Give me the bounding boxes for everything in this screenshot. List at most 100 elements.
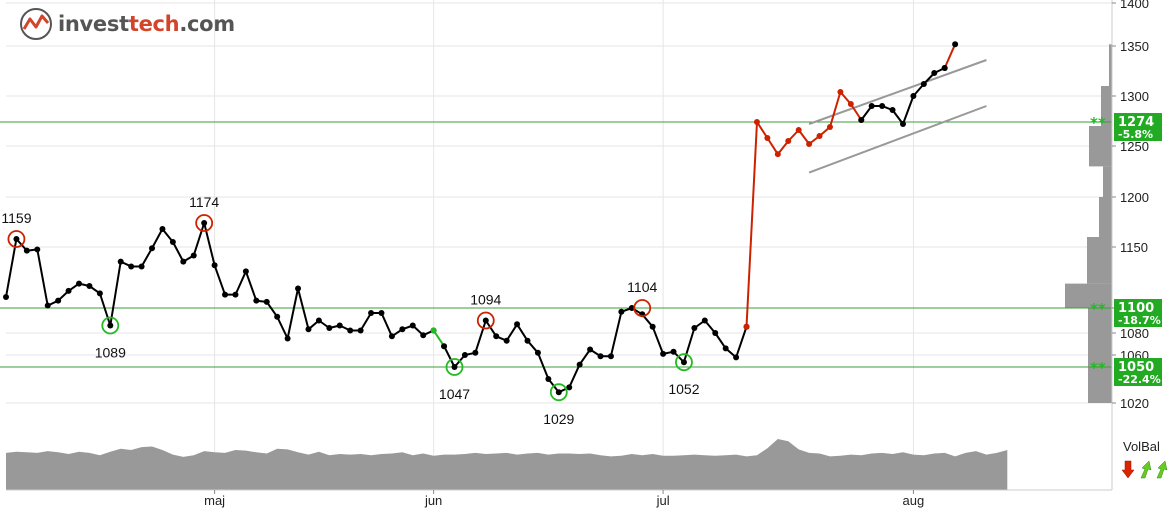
price-point <box>503 337 510 344</box>
price-point <box>733 354 740 361</box>
level-star: ** <box>1090 114 1106 132</box>
price-point <box>806 141 813 147</box>
price-point <box>680 359 687 366</box>
price-point <box>336 322 343 329</box>
volume-area-fill <box>6 439 1008 490</box>
volume-profile-bar <box>1065 283 1112 308</box>
chart-axes: 1020106010801100115012001250130013501400… <box>6 0 1149 508</box>
price-point <box>242 268 249 275</box>
y-tick-label: 1250 <box>1120 139 1149 154</box>
support-resistance-levels <box>0 121 1112 368</box>
top-label: 1174 <box>189 194 219 210</box>
bottom-marker <box>549 383 568 402</box>
price-point <box>430 327 437 334</box>
top-marker <box>195 214 214 232</box>
top-marker <box>476 311 495 330</box>
price-point <box>55 297 62 304</box>
price-point <box>34 246 41 253</box>
price-point <box>587 346 594 353</box>
chart-grid <box>6 0 1112 490</box>
arrow-up-green-icon <box>1156 460 1168 479</box>
price-point <box>169 239 176 245</box>
price-point <box>764 135 771 141</box>
top-bottom-markers: 1159 1174 1094 1104 1089 1047 1029 1052 <box>1 194 699 427</box>
price-point <box>409 322 416 329</box>
price-point <box>138 263 145 270</box>
price-point <box>920 81 927 87</box>
price-point <box>211 262 218 269</box>
price-point <box>3 294 9 301</box>
price-point <box>347 327 354 334</box>
investtech-logo: investtech.com <box>18 6 235 42</box>
price-point <box>461 352 468 358</box>
price-point <box>545 376 552 382</box>
level-star: ** <box>1090 300 1106 318</box>
zigzag-chart-logo-icon <box>20 8 52 40</box>
price-point <box>295 285 302 292</box>
price-point <box>889 107 896 113</box>
volume-area <box>6 439 1008 490</box>
y-tick-label: 1300 <box>1120 89 1149 104</box>
bottom-marker <box>675 353 693 372</box>
y-tick-label: 1400 <box>1120 0 1149 11</box>
price-point <box>910 93 917 99</box>
price-point <box>524 337 531 344</box>
price-point <box>305 326 312 333</box>
brand-part1: invest <box>58 12 129 36</box>
price-point <box>23 247 30 254</box>
price-point <box>274 313 281 320</box>
price-point <box>128 263 135 270</box>
price-lines <box>3 41 959 396</box>
level-percent: -5.8% <box>1118 128 1153 141</box>
price-point <box>743 323 750 330</box>
arrow-up-green-icon <box>1140 460 1152 479</box>
price-point <box>868 103 875 109</box>
volume-profile-bar <box>1099 197 1112 237</box>
price-point <box>159 226 166 232</box>
price-point <box>941 65 948 71</box>
price-point <box>795 127 802 133</box>
price-point <box>899 121 906 127</box>
price-point <box>378 310 385 316</box>
price-point <box>660 350 667 357</box>
price-point <box>774 151 781 158</box>
bottom-label: 1047 <box>439 386 470 402</box>
price-line-green <box>432 329 445 347</box>
price-point <box>722 345 729 352</box>
y-tick-label: 1020 <box>1120 396 1149 411</box>
price-point <box>712 330 719 336</box>
price-point <box>691 325 698 331</box>
level-labels: ** 1274-5.8% ** 1100-18.7% ** 1050-22.4% <box>1090 113 1162 386</box>
price-point <box>420 332 427 339</box>
volume-profile-bar <box>1088 308 1112 403</box>
x-tick-label: jul <box>656 493 670 508</box>
price-point <box>357 327 364 334</box>
price-point <box>65 287 72 294</box>
level-badge <box>1114 358 1162 386</box>
bottom-marker <box>101 316 120 335</box>
trend-channel-upper <box>808 59 987 125</box>
price-point <box>931 70 938 76</box>
x-tick-label: aug <box>903 493 925 508</box>
price-line-black <box>443 307 748 394</box>
volume-profile-bar <box>1089 126 1112 167</box>
price-point <box>107 322 114 329</box>
price-point <box>232 291 239 298</box>
price-point <box>368 310 375 316</box>
level-percent: -18.7% <box>1118 314 1161 327</box>
volume-profile-bar <box>1109 44 1112 86</box>
price-point <box>222 291 229 298</box>
price-point <box>201 220 208 226</box>
price-point <box>76 280 83 287</box>
volume-profile <box>1065 44 1112 403</box>
price-point <box>785 138 792 144</box>
top-marker <box>633 299 652 317</box>
y-tick-label: 1150 <box>1120 240 1148 255</box>
price-point <box>86 283 93 290</box>
price-point <box>96 290 103 297</box>
y-tick-label: 1080 <box>1120 326 1149 341</box>
price-point <box>399 326 406 333</box>
price-point <box>879 103 886 109</box>
price-point <box>534 349 541 356</box>
bottom-label: 1029 <box>543 411 574 427</box>
